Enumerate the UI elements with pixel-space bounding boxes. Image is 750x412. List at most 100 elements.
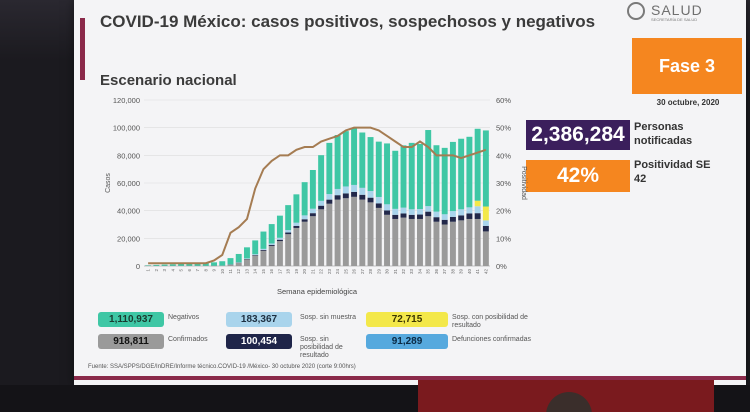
y2-tick-label: 30% <box>496 179 511 188</box>
phase-date: 30 octubre, 2020 <box>656 98 720 107</box>
bar-sosp-sin-muestra-week-36 <box>433 211 440 218</box>
bar-sosp-sin-muestra-week-16 <box>268 243 275 245</box>
bar-confirmados-week-20 <box>301 221 308 266</box>
bar-confirmados-week-32 <box>400 217 407 266</box>
x-tick-label: 9 <box>212 269 217 272</box>
bar-sosp-sin-posibilidad-de-resultado-week-40 <box>466 213 473 219</box>
bar-negativos-week-8 <box>202 262 209 266</box>
bar-sosp-sin-posibilidad-de-resultado-week-21 <box>309 213 316 217</box>
bar-negativos-week-10 <box>219 261 226 266</box>
y2-tick-label: 50% <box>496 124 511 133</box>
bar-sosp-sin-muestra-week-41 <box>474 206 481 214</box>
bar-sosp-sin-muestra-week-27 <box>359 187 366 195</box>
bar-confirmados-week-12 <box>235 262 242 266</box>
bar-negativos-week-38 <box>449 141 456 212</box>
x-tick-label: 39 <box>459 269 464 275</box>
x-tick-label: 28 <box>368 269 373 275</box>
bar-sosp-sin-muestra-week-38 <box>449 211 456 217</box>
bar-negativos-week-12 <box>235 253 242 263</box>
bar-confirmados-week-31 <box>392 218 399 266</box>
bar-negativos-week-14 <box>252 240 259 255</box>
legend-label: Confirmados <box>168 336 208 343</box>
x-tick-label: 15 <box>261 269 266 275</box>
bar-negativos-week-6 <box>186 263 193 266</box>
bar-confirmados-week-14 <box>252 255 259 266</box>
bar-confirmados-week-25 <box>342 198 349 266</box>
bar-confirmados-week-27 <box>359 199 366 266</box>
logo-subtext: SECRETARÍA DE SALUD <box>651 17 698 22</box>
bar-sosp-sin-muestra-week-25 <box>342 186 349 194</box>
bar-negativos-week-40 <box>466 136 473 208</box>
bar-sosp-sin-muestra-week-33 <box>408 209 415 215</box>
legend-value-box: 918,811 <box>98 334 164 349</box>
bar-negativos-week-42 <box>482 130 489 207</box>
bar-sosp-sin-muestra-week-18 <box>285 230 292 233</box>
bar-confirmados-week-26 <box>351 196 358 266</box>
bar-negativos-week-24 <box>334 134 341 189</box>
x-tick-label: 41 <box>475 269 480 275</box>
x-tick-label: 26 <box>352 269 357 275</box>
bar-sosp-sin-muestra-week-30 <box>384 204 390 211</box>
x-tick-label: 2 <box>154 269 159 272</box>
bar-negativos-week-9 <box>211 262 217 266</box>
bar-sosp-sin-posibilidad-de-resultado-week-28 <box>367 197 374 203</box>
bar-sosp-sin-posibilidad-de-resultado-week-34 <box>417 214 423 219</box>
bar-sosp-sin-posibilidad-de-resultado-week-15 <box>260 249 267 251</box>
bar-sosp-sin-muestra-week-19 <box>293 222 300 226</box>
x-tick-label: 37 <box>442 269 447 275</box>
bar-sosp-sin-muestra-week-32 <box>400 207 407 214</box>
bar-sosp-sin-muestra-week-37 <box>441 214 448 220</box>
bar-negativos-week-39 <box>458 138 465 210</box>
bar-sosp-sin-posibilidad-de-resultado-week-18 <box>285 232 292 235</box>
x-tick-label: 30 <box>385 269 390 275</box>
bar-negativos-week-37 <box>441 147 448 215</box>
bar-sosp-sin-muestra-week-22 <box>318 200 325 206</box>
bar-sosp-sin-posibilidad-de-resultado-week-36 <box>433 217 440 222</box>
bar-confirmados-week-33 <box>408 218 415 266</box>
bar-sosp-sin-muestra-week-15 <box>260 248 267 250</box>
bar-negativos-week-34 <box>417 143 423 210</box>
bar-sosp-sin-muestra-week-24 <box>334 188 341 196</box>
bar-negativos-week-1 <box>145 265 152 266</box>
y2-tick-label: 20% <box>496 207 511 216</box>
bar-confirmados-week-41 <box>474 218 481 266</box>
x-tick-label: 23 <box>327 269 332 275</box>
bar-sosp-sin-posibilidad-de-resultado-week-33 <box>408 214 415 219</box>
bar-sosp-sin-posibilidad-de-resultado-week-23 <box>326 199 333 204</box>
bar-sosp-sin-muestra-week-26 <box>351 184 358 192</box>
x-tick-label: 14 <box>253 269 258 275</box>
x-tick-label: 33 <box>409 269 414 275</box>
x-tick-label: 1 <box>146 269 151 272</box>
chart-subtitle: Escenario nacional <box>100 72 237 89</box>
legend-value-box: 1,110,937 <box>98 312 164 327</box>
bar-negativos-week-5 <box>178 263 185 266</box>
bar-confirmados-week-19 <box>293 227 300 266</box>
x-tick-label: 34 <box>417 269 422 275</box>
bar-confirmados-week-36 <box>433 221 440 266</box>
bar-negativos-week-13 <box>244 247 250 259</box>
bar-sosp-sin-posibilidad-de-resultado-week-37 <box>441 219 448 225</box>
bar-sosp-sin-posibilidad-de-resultado-week-26 <box>351 191 358 197</box>
bar-confirmados-week-15 <box>260 250 267 266</box>
bar-negativos-week-15 <box>260 231 267 249</box>
title-accent-bar <box>80 18 85 80</box>
y2-tick-label: 60% <box>496 96 511 105</box>
bar-confirmados-week-30 <box>384 214 390 266</box>
bar-negativos-week-27 <box>359 132 366 188</box>
bar-sosp-sin-muestra-week-35 <box>425 206 432 212</box>
bar-negativos-week-32 <box>400 145 407 208</box>
bar-confirmados-week-21 <box>309 216 316 266</box>
y-tick-label: 20,000 <box>117 234 140 243</box>
bar-negativos-week-16 <box>268 224 275 244</box>
bar-negativos-week-29 <box>375 141 382 197</box>
bar-negativos-week-3 <box>161 264 168 266</box>
bar-negativos-week-31 <box>392 150 399 209</box>
bar-sosp-sin-posibilidad-de-resultado-week-17 <box>276 239 283 242</box>
bar-sosp-sin-muestra-week-40 <box>466 207 473 214</box>
x-tick-label: 3 <box>162 269 167 272</box>
bar-sosp-sin-posibilidad-de-resultado-week-31 <box>392 214 399 219</box>
x-tick-label: 10 <box>220 269 225 275</box>
chart-title: COVID-19 México: casos positivos, sospec… <box>100 12 596 31</box>
bar-confirmados-week-40 <box>466 218 473 266</box>
bar-confirmados-week-39 <box>458 220 465 266</box>
